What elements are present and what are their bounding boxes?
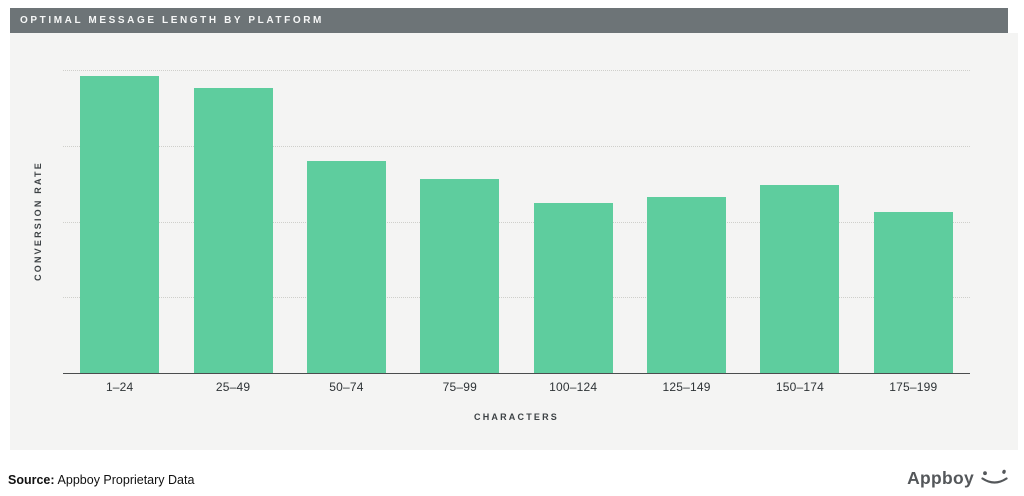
bar-75–99 xyxy=(420,179,500,373)
chart-panel: CONVERSION RATE 1–24 25–49 50–74 75–99 100–1… xyxy=(10,33,1018,450)
x-tick-label: 150–174 xyxy=(775,380,824,394)
bar-slot xyxy=(290,70,403,373)
bars-container xyxy=(63,70,970,373)
bar-slot xyxy=(176,70,289,373)
bar-slot xyxy=(857,70,970,373)
gridline-75 xyxy=(63,145,970,147)
x-axis-title: CHARACTERS xyxy=(474,412,559,422)
bar-slot xyxy=(630,70,743,373)
chart-title-bar: OPTIMAL MESSAGE LENGTH BY PLATFORM xyxy=(10,8,1008,33)
plot-area xyxy=(63,70,970,374)
bar-slot xyxy=(63,70,176,373)
x-tick-label: 125–149 xyxy=(662,380,711,394)
gridline-25 xyxy=(63,297,970,299)
bar-50–74 xyxy=(306,160,386,373)
x-tick-label: 25–49 xyxy=(215,380,251,394)
x-tick-label: 175–199 xyxy=(889,380,938,394)
x-tick-label: 75–99 xyxy=(442,380,477,394)
appboy-smiley-icon xyxy=(981,469,1008,484)
y-axis-title: CONVERSION RATE xyxy=(33,161,43,281)
bar-100–124 xyxy=(533,203,613,373)
source-text: Appboy Proprietary Data xyxy=(57,473,195,487)
bar-175–199 xyxy=(873,212,953,373)
x-tick-label: 100–124 xyxy=(549,380,598,394)
bar-125–149 xyxy=(647,197,727,373)
x-axis-tick-labels: 1–24 25–49 50–74 75–99 100–124 125–149 150–174… xyxy=(63,380,970,394)
x-tick-label: 50–74 xyxy=(329,380,364,394)
x-tick-label: 1–24 xyxy=(105,380,134,394)
gridline-100 xyxy=(63,70,970,71)
bar-slot xyxy=(403,70,516,373)
bar-slot xyxy=(517,70,630,373)
bar-150–174 xyxy=(760,185,840,373)
appboy-logo: Appboy xyxy=(907,466,1008,490)
bar-25–49 xyxy=(193,88,273,373)
chart-title: OPTIMAL MESSAGE LENGTH BY PLATFORM xyxy=(20,15,324,26)
gridline-50 xyxy=(63,221,970,223)
x-axis-line xyxy=(63,373,970,374)
source-note: Source: Appboy Proprietary Data xyxy=(8,473,194,487)
bar-slot xyxy=(743,70,856,373)
source-label: Source: xyxy=(8,473,55,487)
appboy-wordmark: Appboy xyxy=(907,467,974,488)
bar-1–24 xyxy=(80,76,160,373)
